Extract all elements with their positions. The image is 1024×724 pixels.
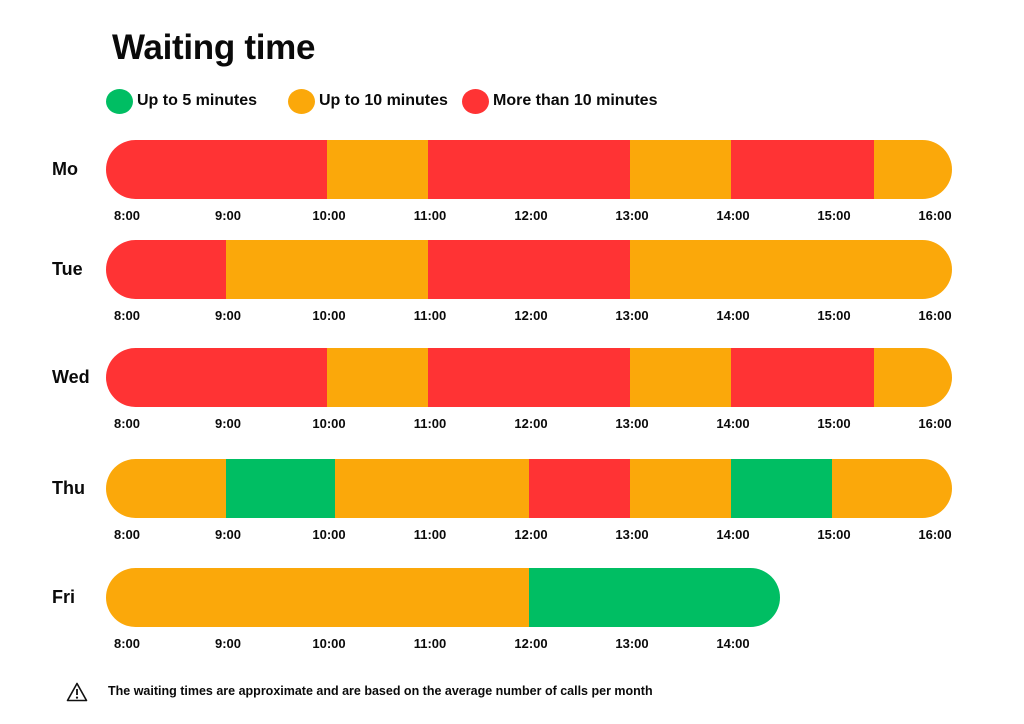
tick-label: 13:00 (615, 308, 649, 323)
tick-label: 14:00 (716, 416, 750, 431)
legend-item-mid: Up to 10 minutes (288, 88, 448, 114)
bar-segment-high (106, 140, 327, 199)
tick-label: 10:00 (312, 636, 346, 651)
legend-label-mid: Up to 10 minutes (319, 92, 448, 109)
bar-segment-low (529, 568, 781, 627)
tick-label: 16:00 (918, 527, 952, 542)
bar-segment-high (106, 240, 226, 299)
tick-label: 12:00 (514, 308, 548, 323)
tick-label: 8:00 (113, 416, 141, 431)
bar-segment-mid (106, 459, 226, 518)
bar-segment-high (428, 348, 630, 407)
bar-segment-mid (226, 240, 428, 299)
tick-label: 12:00 (514, 208, 548, 223)
bar-segment-mid (630, 140, 731, 199)
tick-label: 10:00 (312, 416, 346, 431)
tick-label: 9:00 (214, 636, 242, 651)
day-bar (106, 568, 781, 627)
day-bar (106, 240, 952, 299)
bar-segment-mid (335, 459, 529, 518)
tick-label: 8:00 (113, 208, 141, 223)
day-bar (106, 140, 952, 199)
tick-label: 13:00 (615, 208, 649, 223)
tick-label: 11:00 (413, 416, 447, 431)
tick-label: 11:00 (413, 527, 447, 542)
legend-label-low: Up to 5 minutes (137, 92, 258, 109)
tick-label: 16:00 (918, 308, 952, 323)
tick-label: 11:00 (413, 636, 447, 651)
day-label: Tue (52, 258, 83, 279)
tick-label: 15:00 (817, 308, 851, 323)
bar-segment-mid (630, 240, 952, 299)
tick-label: 8:00 (113, 527, 141, 542)
bar-segment-mid (630, 459, 731, 518)
bar-segment-mid (832, 459, 952, 518)
bar-segment-mid (327, 348, 428, 407)
day-label: Wed (52, 366, 90, 387)
bar-segment-mid (874, 140, 952, 199)
tick-label: 9:00 (214, 416, 242, 431)
legend-swatch-low (106, 88, 133, 114)
day-label: Thu (52, 477, 85, 498)
bar-segment-mid (106, 568, 529, 627)
tick-label: 13:00 (615, 636, 649, 651)
warning-icon (66, 682, 88, 702)
tick-label: 16:00 (918, 416, 952, 431)
legend-swatch-high (462, 88, 489, 114)
bar-segment-high (731, 348, 875, 407)
tick-label: 16:00 (918, 208, 952, 223)
tick-label: 15:00 (817, 527, 851, 542)
tick-label: 13:00 (615, 416, 649, 431)
bar-segment-high (428, 140, 630, 199)
bar-segment-mid (630, 348, 731, 407)
tick-label: 8:00 (113, 308, 141, 323)
legend-label-high: More than 10 minutes (493, 92, 658, 109)
chart-title: Waiting time (112, 28, 316, 67)
tick-label: 10:00 (312, 208, 346, 223)
tick-label: 14:00 (716, 308, 750, 323)
tick-label: 14:00 (716, 527, 750, 542)
bar-segment-high (106, 348, 327, 407)
tick-label: 12:00 (514, 636, 548, 651)
tick-label: 12:00 (514, 527, 548, 542)
tick-label: 15:00 (817, 208, 851, 223)
day-bar (106, 348, 952, 407)
day-label: Fri (52, 586, 76, 607)
tick-label: 14:00 (716, 208, 750, 223)
tick-label: 10:00 (312, 527, 346, 542)
day-bar (106, 459, 952, 518)
tick-label: 12:00 (514, 416, 548, 431)
bar-segment-high (529, 459, 630, 518)
day-label: Mo (52, 158, 78, 179)
bar-segment-mid (327, 140, 428, 199)
tick-label: 11:00 (413, 308, 447, 323)
legend-item-high: More than 10 minutes (462, 88, 657, 114)
footnote-text: The waiting times are approximate and ar… (108, 684, 653, 698)
bar-segment-mid (874, 348, 952, 407)
tick-label: 9:00 (214, 308, 242, 323)
tick-label: 9:00 (214, 208, 242, 223)
legend-swatch-mid (288, 88, 315, 114)
bar-segment-low (731, 459, 832, 518)
bar-segment-high (428, 240, 630, 299)
tick-label: 10:00 (312, 308, 346, 323)
tick-label: 14:00 (716, 636, 750, 651)
tick-label: 9:00 (214, 527, 242, 542)
legend-item-low: Up to 5 minutes (106, 88, 257, 114)
tick-label: 15:00 (817, 416, 851, 431)
bar-segment-high (731, 140, 875, 199)
tick-label: 11:00 (413, 208, 447, 223)
tick-label: 13:00 (615, 527, 649, 542)
bar-segment-low (226, 459, 336, 518)
tick-label: 8:00 (113, 636, 141, 651)
